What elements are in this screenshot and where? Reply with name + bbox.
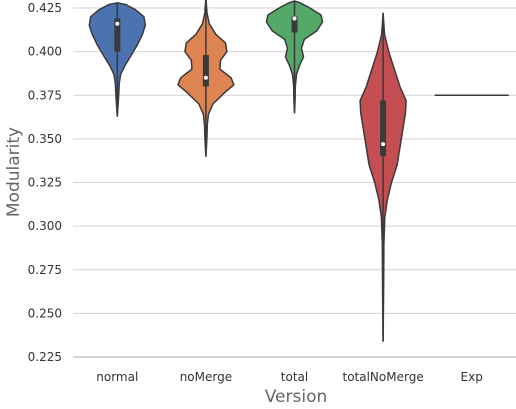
x-tick-label: Exp (461, 370, 483, 384)
x-tick-label: noMerge (180, 370, 232, 384)
y-tick-label: 0.275 (28, 263, 62, 277)
violin-iqr-box (202, 55, 209, 87)
violin-iqr-box (291, 16, 298, 33)
y-tick-label: 0.225 (28, 350, 62, 364)
violin-totalNoMerge (359, 12, 407, 343)
violin-iqr-box (114, 18, 121, 52)
y-tick-label: 0.325 (28, 176, 62, 190)
violin-normal (88, 2, 147, 117)
x-tick-label: normal (96, 370, 138, 384)
x-axis-label: Version (265, 387, 328, 407)
violin-iqr-box (380, 100, 387, 157)
y-tick-label: 0.250 (28, 306, 62, 320)
y-axis-label: Modularity (4, 127, 24, 217)
x-tick-label: totalNoMerge (342, 370, 423, 384)
violin-total (265, 0, 324, 114)
violin-median (381, 142, 386, 147)
x-tick-labels: normal noMerge total totalNoMerge Exp (96, 370, 483, 384)
y-tick-label: 0.300 (28, 219, 62, 233)
y-tick-label: 0.425 (28, 1, 62, 15)
violin-median (203, 75, 208, 80)
y-tick-label: 0.375 (28, 88, 62, 102)
y-tick-label: 0.400 (28, 45, 62, 59)
y-tick-labels: 0.225 0.250 0.275 0.300 0.325 0.350 0.375 0.400… (28, 1, 62, 364)
violin-median (292, 16, 297, 21)
violin-median (115, 21, 120, 26)
violins (88, 0, 509, 343)
x-tick-label: total (281, 370, 308, 384)
y-tick-label: 0.350 (28, 132, 62, 146)
violin-noMerge (177, 0, 235, 158)
